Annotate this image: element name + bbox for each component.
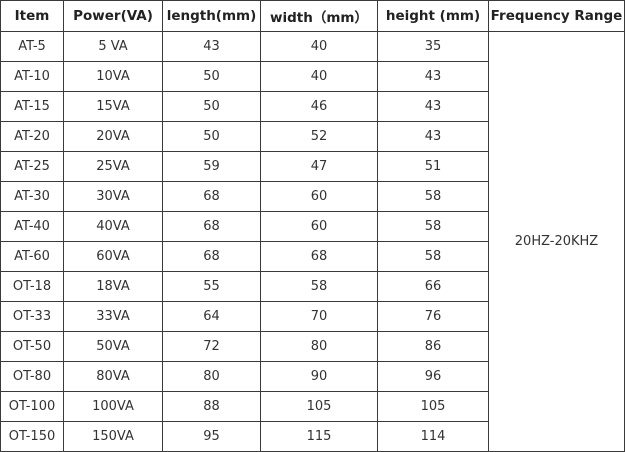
- cell-width: 60: [260, 211, 378, 242]
- table-row: AT-25 25VA 59 47 51: [0, 151, 625, 182]
- cell-power: 50VA: [63, 331, 163, 362]
- cell-power: 60VA: [63, 241, 163, 272]
- table-row: OT-33 33VA 64 70 76: [0, 301, 625, 332]
- cell-power: 30VA: [63, 181, 163, 212]
- cell-length: 95: [162, 421, 261, 452]
- table-row: AT-20 20VA 50 52 43: [0, 121, 625, 152]
- cell-height: 43: [377, 91, 489, 122]
- cell-width: 90: [260, 361, 378, 392]
- cell-power: 5 VA: [63, 31, 163, 62]
- cell-height: 58: [377, 241, 489, 272]
- cell-length: 64: [162, 301, 261, 332]
- header-item: Item: [0, 0, 64, 32]
- cell-width: 40: [260, 61, 378, 92]
- header-length: length(mm): [162, 0, 261, 32]
- cell-item: AT-40: [0, 211, 64, 242]
- cell-item: OT-100: [0, 391, 64, 422]
- table-row: AT-15 15VA 50 46 43: [0, 91, 625, 122]
- cell-power: 20VA: [63, 121, 163, 152]
- cell-height: 86: [377, 331, 489, 362]
- cell-power: 100VA: [63, 391, 163, 422]
- cell-power: 18VA: [63, 271, 163, 302]
- cell-height: 58: [377, 211, 489, 242]
- header-frequency-range: Frequency Range: [488, 0, 625, 32]
- cell-item: AT-20: [0, 121, 64, 152]
- cell-frequency-range: 20HZ-20KHZ: [488, 31, 625, 452]
- cell-length: 68: [162, 241, 261, 272]
- cell-length: 80: [162, 361, 261, 392]
- cell-item: OT-33: [0, 301, 64, 332]
- table-row: AT-30 30VA 68 60 58: [0, 181, 625, 212]
- cell-width: 60: [260, 181, 378, 212]
- cell-item: AT-10: [0, 61, 64, 92]
- cell-height: 105: [377, 391, 489, 422]
- cell-item: AT-25: [0, 151, 64, 182]
- cell-item: AT-5: [0, 31, 64, 62]
- cell-width: 68: [260, 241, 378, 272]
- cell-item: OT-80: [0, 361, 64, 392]
- table-row: OT-150 150VA 95 115 114: [0, 421, 625, 452]
- cell-width: 105: [260, 391, 378, 422]
- table-row: AT-40 40VA 68 60 58: [0, 211, 625, 242]
- cell-width: 70: [260, 301, 378, 332]
- cell-height: 66: [377, 271, 489, 302]
- cell-power: 40VA: [63, 211, 163, 242]
- table-row: OT-80 80VA 80 90 96: [0, 361, 625, 392]
- cell-power: 80VA: [63, 361, 163, 392]
- cell-length: 50: [162, 121, 261, 152]
- cell-length: 72: [162, 331, 261, 362]
- cell-width: 52: [260, 121, 378, 152]
- cell-height: 43: [377, 121, 489, 152]
- cell-item: OT-50: [0, 331, 64, 362]
- cell-length: 88: [162, 391, 261, 422]
- table-row: OT-100 100VA 88 105 105: [0, 391, 625, 422]
- cell-height: 58: [377, 181, 489, 212]
- cell-height: 43: [377, 61, 489, 92]
- cell-item: OT-150: [0, 421, 64, 452]
- header-row: Item Power(VA) length(mm) width（mm） heig…: [0, 0, 625, 32]
- cell-width: 40: [260, 31, 378, 62]
- header-power: Power(VA): [63, 0, 163, 32]
- cell-height: 76: [377, 301, 489, 332]
- cell-power: 150VA: [63, 421, 163, 452]
- cell-length: 55: [162, 271, 261, 302]
- cell-width: 47: [260, 151, 378, 182]
- table-row: AT-10 10VA 50 40 43: [0, 61, 625, 92]
- table-row: OT-50 50VA 72 80 86: [0, 331, 625, 362]
- cell-length: 43: [162, 31, 261, 62]
- cell-length: 68: [162, 211, 261, 242]
- cell-power: 33VA: [63, 301, 163, 332]
- table-row: AT-5 5 VA 43 40 35 20HZ-20KHZ: [0, 31, 625, 452]
- cell-width: 58: [260, 271, 378, 302]
- cell-power: 15VA: [63, 91, 163, 122]
- cell-item: AT-30: [0, 181, 64, 212]
- cell-length: 68: [162, 181, 261, 212]
- cell-power: 25VA: [63, 151, 163, 182]
- cell-length: 59: [162, 151, 261, 182]
- cell-height: 51: [377, 151, 489, 182]
- cell-item: AT-15: [0, 91, 64, 122]
- cell-power: 10VA: [63, 61, 163, 92]
- cell-item: OT-18: [0, 271, 64, 302]
- header-width: width（mm）: [260, 0, 378, 32]
- cell-length: 50: [162, 61, 261, 92]
- cell-width: 115: [260, 421, 378, 452]
- cell-height: 96: [377, 361, 489, 392]
- cell-length: 50: [162, 91, 261, 122]
- cell-width: 46: [260, 91, 378, 122]
- cell-item: AT-60: [0, 241, 64, 272]
- cell-width: 80: [260, 331, 378, 362]
- cell-height: 114: [377, 421, 489, 452]
- cell-height: 35: [377, 31, 489, 62]
- header-height: height (mm): [377, 0, 489, 32]
